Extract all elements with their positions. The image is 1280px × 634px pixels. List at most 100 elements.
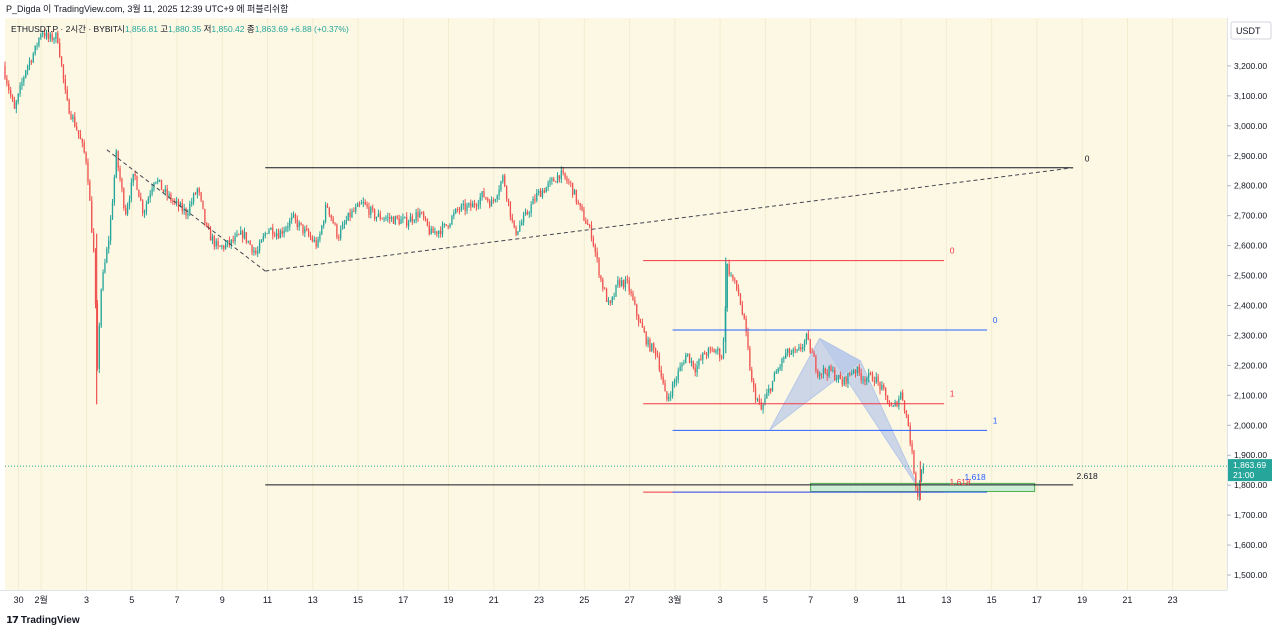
candle-body <box>464 203 466 211</box>
candle-body <box>298 222 300 228</box>
candle-body <box>717 349 719 351</box>
candle-body <box>307 230 310 236</box>
candle-body <box>241 230 244 239</box>
candle-body <box>852 370 855 374</box>
tradingview-logo[interactable]: 𝟭𝟳 TradingView <box>6 615 80 626</box>
time-tick-label: 3 <box>718 595 723 605</box>
candle-body <box>653 343 655 349</box>
candle-body <box>694 367 696 373</box>
candle-body <box>898 398 900 407</box>
price-chart[interactable]: 0 2.618 0 1 1.618 0 1 1.618 ETHUSDT.P · 2시간 · B… <box>0 18 1280 609</box>
candle-body <box>843 377 845 385</box>
candle-body <box>581 206 583 210</box>
candle-body <box>206 222 208 227</box>
candle-body <box>353 211 355 212</box>
candle-body <box>822 368 825 375</box>
candle-body <box>611 296 613 303</box>
candle-body <box>434 231 436 233</box>
drawings-back <box>769 337 1036 492</box>
candle-body <box>479 197 481 205</box>
time-tick-label: 3월 <box>668 594 681 605</box>
candle-body <box>730 274 732 276</box>
candle-body <box>128 199 131 206</box>
candle-body <box>798 347 800 350</box>
candle-body <box>319 234 321 240</box>
candle-body <box>407 222 410 226</box>
last-price-label: 1,863.69 <box>1233 460 1266 470</box>
candle-body <box>313 239 315 242</box>
candle-body <box>751 369 753 381</box>
candle-body <box>296 219 298 228</box>
candle-body <box>389 216 391 219</box>
candle-body <box>541 190 544 197</box>
price-tick-label: 2,700.00 <box>1234 211 1267 221</box>
fib-blue-label: 1 <box>993 415 998 425</box>
candle-body <box>490 200 493 207</box>
chart-area[interactable]: 0 2.618 0 1 1.618 0 1 1.618 ETHUSDT.P · 2시간 · B… <box>0 18 1280 609</box>
currency-label: USDT <box>1236 26 1261 36</box>
candle-body <box>270 227 272 230</box>
candle-body <box>285 227 287 231</box>
candle-body <box>820 373 823 375</box>
candle-body <box>771 380 774 392</box>
candle-body <box>4 65 6 79</box>
candle-body <box>349 212 351 217</box>
candle-body <box>311 237 314 242</box>
candle-body <box>487 198 489 201</box>
candle-body <box>294 214 297 220</box>
candle-body <box>590 225 593 239</box>
candle-body <box>53 38 55 41</box>
candle-body <box>426 218 429 226</box>
candle-body <box>81 139 83 143</box>
currency-badge[interactable] <box>1230 21 1272 40</box>
candle-body <box>262 236 265 240</box>
candle-body <box>713 349 715 353</box>
candle-body <box>869 372 872 374</box>
price-axis[interactable]: USDT 3,200.00 3,100.00 3,000.00 2,900.00 2,8… <box>1227 18 1272 590</box>
candle-body <box>909 426 911 444</box>
time-tick-label: 5 <box>763 595 768 605</box>
candle-body <box>851 373 853 375</box>
candle-body <box>775 372 777 374</box>
candle-body <box>98 326 100 369</box>
candle-body <box>881 384 883 390</box>
candle-body <box>560 170 562 180</box>
candle-body <box>732 274 734 280</box>
candle-body <box>566 178 568 182</box>
candle-body <box>25 70 27 78</box>
time-tick-label: 15 <box>987 595 997 605</box>
candle-body <box>209 229 212 241</box>
candle-body <box>155 181 157 183</box>
candle-body <box>498 189 500 196</box>
time-ticks: 30 2월 3 5 7 9 11 13 15 17 19 21 23 25 27 3월 3 5 7 9 11 13 15 17… <box>14 594 1178 605</box>
candle-body <box>613 296 615 298</box>
candle-body <box>334 223 336 225</box>
candle-body <box>587 223 589 225</box>
candle-body <box>877 376 879 383</box>
candle-body <box>330 214 332 219</box>
candle-body <box>219 245 221 247</box>
candle-body <box>602 279 604 289</box>
candle-body <box>226 240 229 244</box>
candle-body <box>707 348 710 356</box>
candle-body <box>443 224 446 225</box>
candle-body <box>556 175 559 183</box>
candle-body <box>247 241 249 242</box>
candle-body <box>809 339 811 353</box>
time-tick-label: 23 <box>534 595 544 605</box>
price-tick-label: 2,100.00 <box>1234 390 1267 400</box>
candle-body <box>183 208 185 211</box>
price-tick-label: 3,200.00 <box>1234 61 1267 71</box>
candle-body <box>875 376 877 383</box>
time-axis[interactable]: 30 2월 3 5 7 9 11 13 15 17 19 21 23 25 27 3월 3 5 7 9 11 13 15 17… <box>0 590 1227 606</box>
candle-body <box>215 240 217 247</box>
pattern-triangle <box>819 338 920 490</box>
candle-body <box>477 204 479 207</box>
candle-body <box>255 250 257 254</box>
candle-body <box>639 322 642 324</box>
candle-body <box>70 113 72 119</box>
candle-body <box>62 64 65 79</box>
candle-body <box>728 263 730 275</box>
candle-body <box>309 235 312 238</box>
plot-background <box>5 18 1227 590</box>
